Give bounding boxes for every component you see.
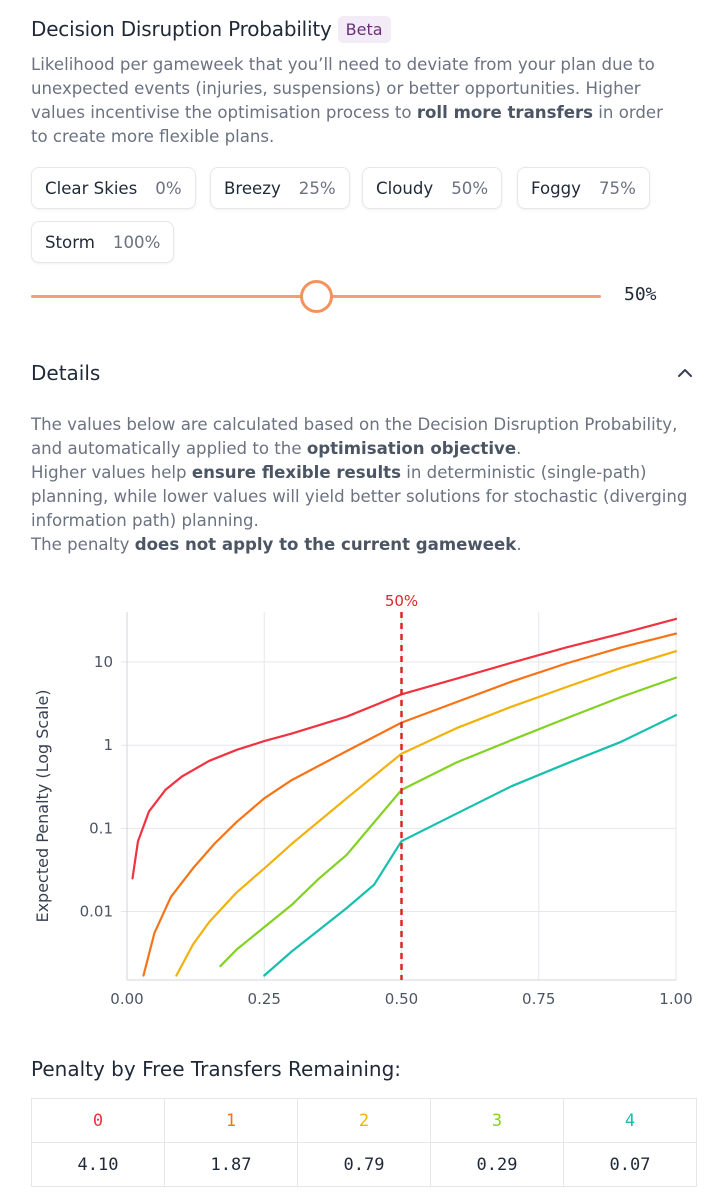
preset-breezy-button[interactable]: Breezy 25% — [210, 167, 350, 209]
table-cell: 0.07 — [563, 1142, 697, 1187]
preset-value: 75% — [599, 178, 636, 198]
description-text-2: in order to create more flexible plans. — [31, 103, 663, 146]
table-cell: 4.10 — [31, 1142, 165, 1187]
table-cell: 1.87 — [164, 1142, 298, 1187]
column-header-ft3: 3 — [430, 1098, 564, 1143]
chart-axes: 0.00 0.25 0.50 0.75 1.00 0.01 0.1 1 10 Expected P… — [33, 612, 693, 1008]
details-text-1: The values below are calculated based on… — [31, 415, 678, 458]
preset-value: 0% — [155, 178, 182, 198]
table-header-row: 0 1 2 3 4 — [31, 1098, 697, 1143]
series-line-ft0 — [131, 617, 678, 880]
chart-marker: 50% — [385, 592, 418, 980]
details-emphasis-1: optimisation objective — [306, 439, 517, 458]
section-title: Decision Disruption Probability — [31, 17, 332, 41]
preset-storm-button[interactable]: Storm 100% — [31, 221, 175, 263]
chevron-up-icon[interactable] — [674, 362, 696, 384]
preset-value: 50% — [451, 178, 489, 198]
header: Decision Disruption Probability Beta — [31, 13, 391, 45]
table-cell: 0.79 — [297, 1142, 431, 1187]
details-toggle-label[interactable]: Details — [31, 361, 101, 385]
column-header-ft1: 1 — [164, 1098, 298, 1143]
preset-name: Clear Skies — [45, 178, 138, 198]
x-tick-label: 0.50 — [385, 990, 418, 1008]
chart-grid — [121, 612, 677, 980]
preset-name: Foggy — [531, 178, 581, 198]
description-text-1: Likelihood per gameweek that you’ll need… — [31, 55, 655, 122]
preset-foggy-button[interactable]: Foggy 75% — [517, 167, 650, 209]
x-tick-label: 0.75 — [522, 990, 555, 1008]
beta-badge: Beta — [337, 15, 391, 43]
series-line-ft4 — [263, 714, 678, 977]
column-header-ft4: 4 — [563, 1098, 697, 1143]
preset-clear-skies-button[interactable]: Clear Skies 0% — [31, 167, 196, 209]
column-header-ft2: 2 — [297, 1098, 431, 1143]
table-cell: 0.29 — [430, 1142, 564, 1187]
slider-value-label: 50% — [624, 284, 657, 305]
free-transfers-title: Penalty by Free Transfers Remaining: — [31, 1057, 401, 1081]
table-row: 4.10 1.87 0.79 0.29 0.07 — [31, 1142, 697, 1187]
x-tick-label: 0.00 — [110, 990, 143, 1008]
details-text-6: . — [516, 535, 522, 554]
probability-slider-thumb[interactable] — [300, 280, 333, 313]
penalty-chart: 0.00 0.25 0.50 0.75 1.00 0.01 0.1 1 10 Expected P… — [33, 592, 693, 1008]
x-tick-label: 1.00 — [659, 990, 692, 1008]
y-tick-label: 1 — [103, 736, 113, 754]
preset-name: Breezy — [224, 178, 281, 198]
details-text-4: in deterministic (single-path) planning,… — [31, 463, 688, 530]
description: Likelihood per gameweek that you’ll need… — [31, 53, 681, 149]
y-tick-label: 10 — [94, 653, 113, 671]
details-text-5: The penalty — [31, 535, 135, 554]
chart-series — [131, 617, 678, 977]
y-tick-label: 0.01 — [80, 902, 113, 920]
details-description: The values below are calculated based on… — [31, 413, 691, 557]
preset-cloudy-button[interactable]: Cloudy 50% — [362, 167, 503, 209]
preset-value: 25% — [298, 178, 336, 198]
y-axis-label: Expected Penalty (Log Scale) — [33, 689, 52, 922]
y-tick-label: 0.1 — [89, 819, 113, 837]
column-header-ft0: 0 — [31, 1098, 165, 1143]
free-transfers-table: 0 1 2 3 4 4.10 1.87 0.79 0.29 0.07 — [31, 1098, 697, 1187]
details-emphasis-2: ensure flexible results — [191, 463, 401, 482]
series-line-ft3 — [219, 676, 678, 968]
preset-name: Cloudy — [376, 178, 434, 198]
x-tick-label: 0.25 — [248, 990, 281, 1008]
description-emphasis: roll more transfers — [416, 103, 594, 122]
details-emphasis-3: does not apply to the current gameweek — [134, 535, 517, 554]
preset-value: 100% — [112, 232, 161, 252]
preset-name: Storm — [45, 232, 95, 252]
series-line-ft2 — [175, 650, 678, 977]
details-text-3: Higher values help — [31, 463, 192, 482]
series-line-ft1 — [142, 632, 678, 977]
current-value-marker-label: 50% — [385, 592, 418, 610]
details-text-2: . — [516, 439, 522, 458]
